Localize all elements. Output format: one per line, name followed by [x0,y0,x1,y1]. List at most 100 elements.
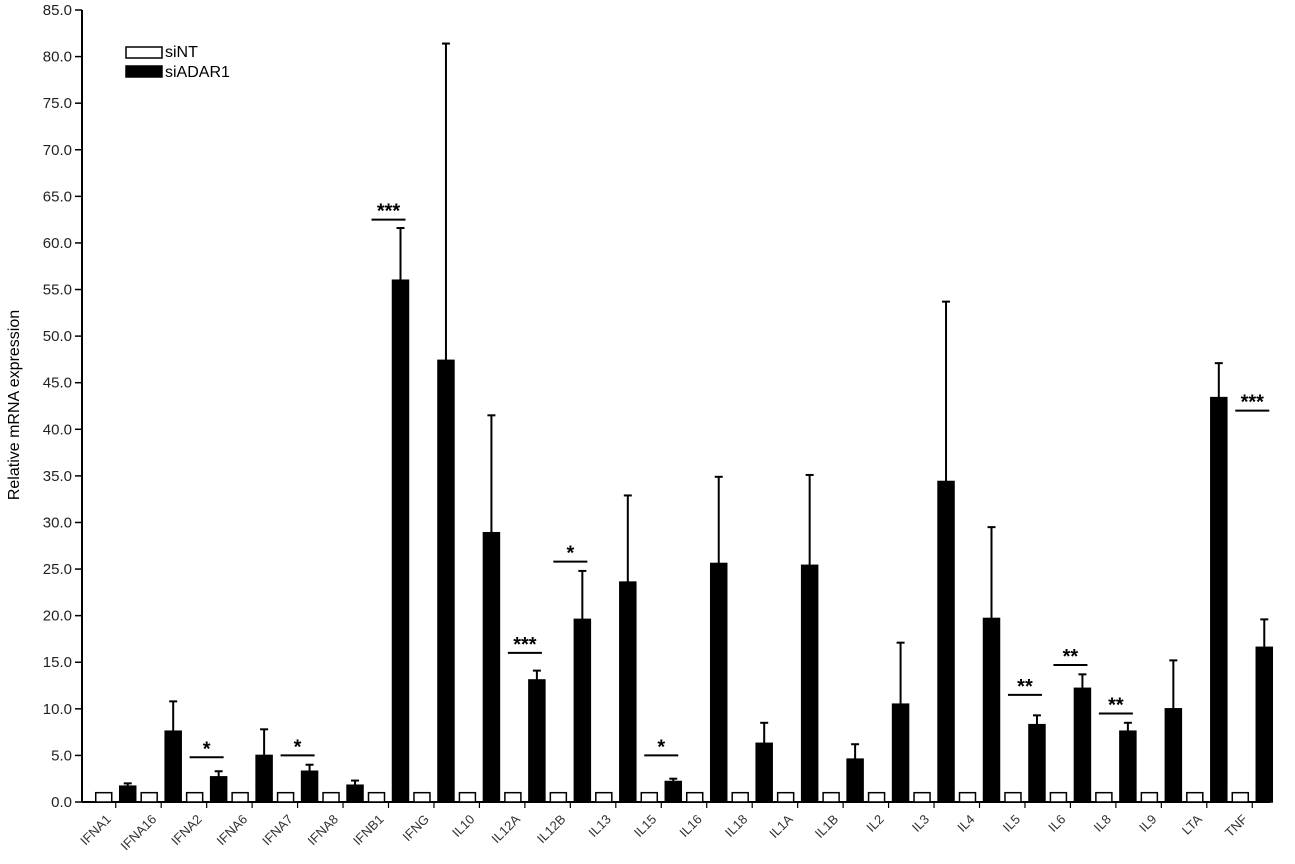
x-tick-label: IL9 [1136,812,1159,835]
bar-sint [1049,791,1068,803]
significance-label: ** [1063,646,1079,668]
significance-label: * [203,738,211,760]
x-tick-label: IL12A [488,811,523,846]
bar-siadar1 [164,730,182,803]
bar-siadar1 [846,758,864,803]
bar-siadar1 [255,754,273,803]
x-tick-label: IL1B [812,812,842,842]
y-tick-label: 60.0 [43,235,72,252]
bar-siadar1 [619,581,637,803]
x-tick-label: IFNA8 [305,812,342,849]
y-tick-label: 20.0 [43,608,72,625]
bar-siadar1 [437,359,455,803]
bar-sint [94,791,113,803]
bar-sint [913,791,931,803]
x-tick-label: IL8 [1091,812,1114,835]
bar-sint [595,791,613,803]
y-tick-label: 15.0 [43,654,72,671]
x-tick-label: IL5 [1000,812,1023,835]
bar-siadar1 [1210,396,1228,803]
x-tick-label: IFNG [400,812,433,845]
bar-sint [1140,791,1159,803]
legend-swatch-sint [125,46,163,59]
bar-siadar1 [709,562,728,803]
bar-sint [140,791,158,803]
legend-swatch-siadar1 [125,65,163,78]
bar-siadar1 [573,618,592,803]
y-tick-label: 75.0 [43,95,72,112]
x-tick-label: IL15 [631,812,660,841]
bar-siadar1 [800,564,819,803]
bar-siadar1 [755,742,773,803]
bar-sint [231,791,249,803]
bar-sint [458,791,477,803]
x-tick-label: IFNA1 [77,812,114,849]
y-axis-title: Relative mRNA expression [6,310,23,500]
bar-sint [549,791,568,803]
significance-label: * [294,736,302,758]
significance-label: *** [377,201,401,223]
significance-label: *** [1241,392,1265,414]
bar-siadar1 [891,703,910,803]
bar-sint [322,791,340,803]
y-tick-label: 80.0 [43,49,72,66]
x-tick-label: IL12B [534,812,569,847]
y-tick-label: 5.0 [51,747,72,764]
x-tick-label: IL2 [863,812,886,835]
bar-siadar1 [391,279,410,803]
x-tick-label: TNF [1222,811,1251,840]
bar-sint [731,791,749,803]
bar-siadar1 [982,617,1001,803]
bar-sint [1231,791,1250,803]
x-tick-label: IL6 [1045,812,1068,835]
x-tick-label: IL13 [585,812,614,841]
significance-label: * [566,543,574,565]
y-tick-label: 0.0 [51,794,72,811]
bar-siadar1 [528,679,546,803]
bars [94,42,1274,803]
bar-siadar1 [209,776,228,803]
y-tick-label: 25.0 [43,561,72,578]
y-tick-label: 70.0 [43,142,72,159]
bar-sint [1004,791,1022,803]
bar-siadar1 [346,784,364,803]
bar-sint [504,791,522,803]
y-tick-label: 55.0 [43,282,72,299]
bar-sint [1186,791,1204,803]
significance-annotations: * ****************** [189,201,1270,760]
x-tick-label: IFNB1 [350,812,387,849]
x-tick-label: IFNA6 [214,812,251,849]
x-tick-label: IFNA2 [168,812,205,849]
significance-label: ** [1017,676,1033,698]
bar-sint [822,791,840,803]
legend: siNT siADAR1 [125,44,230,81]
x-tick-label: IL18 [722,812,751,841]
bar-siadar1 [937,480,955,803]
y-tick-label: 50.0 [43,328,72,345]
bar-siadar1 [1028,723,1046,803]
x-tick-label: IL4 [954,812,977,835]
bar-sint [185,791,204,803]
bar-sint [685,791,704,803]
significance-label: *** [513,634,537,656]
bar-siadar1 [1073,687,1092,803]
bar-sint [640,791,659,803]
y-tick-label: 40.0 [43,421,72,438]
y-tick-label: 45.0 [43,375,72,392]
bar-sint [958,791,977,803]
bar-siadar1 [664,780,683,803]
y-tick-label: 30.0 [43,514,72,531]
x-tick-label: IL10 [449,812,478,841]
bar-sint [276,791,295,803]
bar-sint [413,791,431,803]
x-tick-label: IL3 [909,812,932,835]
bar-sint [1095,791,1113,803]
x-tick-label: LTA [1179,811,1205,837]
bar-sint [367,791,386,803]
x-tick-label: IFNA16 [118,812,160,854]
x-tick-label: IL1A [766,811,796,841]
y-tick-label: 35.0 [43,468,72,485]
legend-label-sint: siNT [165,44,198,61]
x-tick-label: IL16 [676,812,705,841]
